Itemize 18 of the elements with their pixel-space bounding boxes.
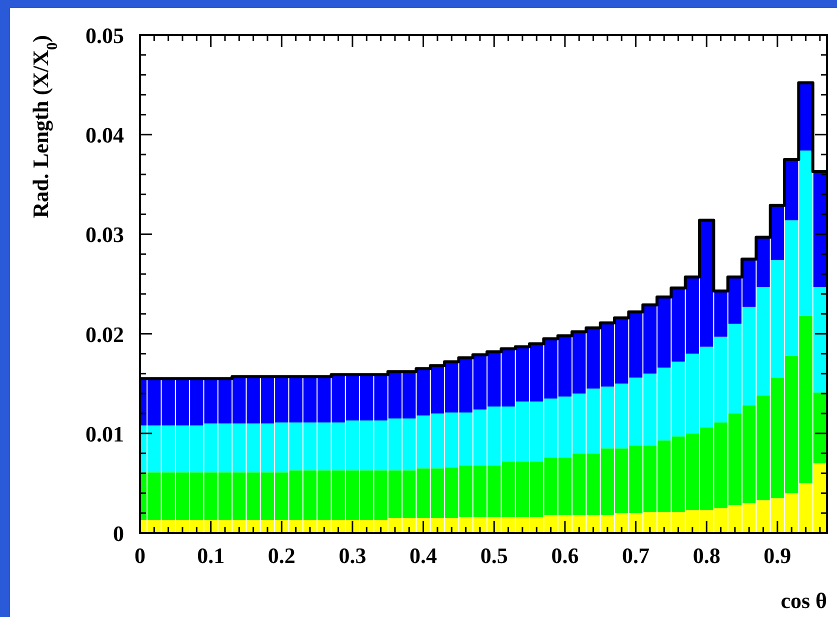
bar — [813, 171, 826, 287]
x-tick-label: 0.7 — [622, 543, 650, 568]
x-tick-label: 0.2 — [268, 543, 296, 568]
y-tick-label: 0.03 — [86, 222, 124, 248]
x-tick-label: 0.6 — [551, 543, 579, 568]
x-axis-title: cos θ — [780, 588, 827, 613]
y-tick-label: 0.02 — [86, 322, 124, 347]
x-tick-label: 0.4 — [410, 543, 438, 568]
x-tick-label: 0.8 — [692, 543, 720, 568]
y-tick-label: 0 — [113, 521, 124, 546]
x-tick-label: 0.1 — [197, 543, 225, 568]
x-tick-label: 0.9 — [764, 543, 792, 568]
y-tick-label: 0.04 — [86, 122, 124, 148]
x-tick-label: 0 — [134, 543, 146, 568]
y-tick-label: 0.05 — [86, 23, 124, 48]
x-tick-label: 0.5 — [480, 543, 508, 568]
x-tick-label: 0.3 — [338, 543, 366, 568]
y-tick-label: 0.01 — [86, 421, 124, 446]
